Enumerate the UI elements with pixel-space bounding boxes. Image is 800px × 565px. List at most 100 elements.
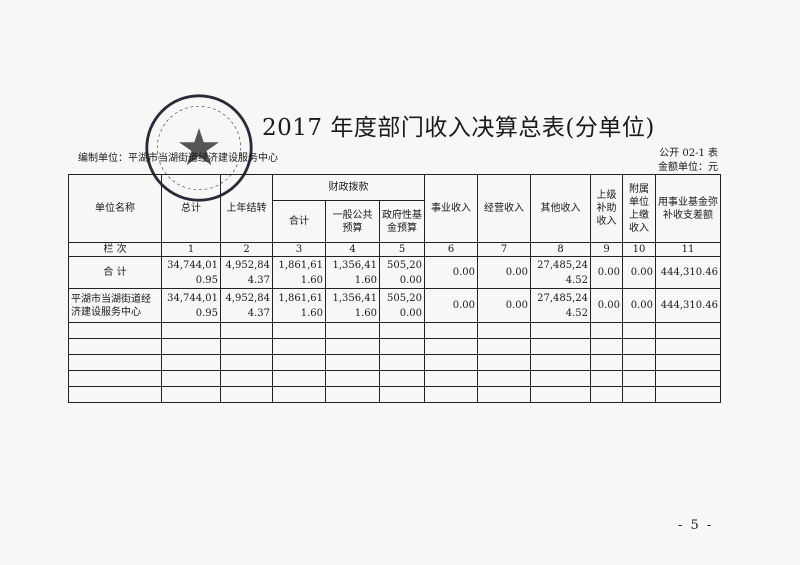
value-cell: 1,356,411.60 [325,288,380,323]
header-total: 总计 [161,174,221,243]
value-cell: 444,310.46 [655,288,721,323]
value-cell: 0.00 [622,288,656,323]
empty-cell [655,370,721,387]
empty-cell [590,370,623,387]
index-cell: 2 [220,242,273,257]
empty-cell [220,370,273,387]
header-operating: 经营收入 [477,174,531,243]
empty-cell [161,386,221,403]
index-cell: 6 [424,242,478,257]
index-cell: 5 [379,242,425,257]
empty-cell [530,370,591,387]
empty-cell [655,386,721,403]
row-name: 合 计 [68,256,162,289]
empty-cell [325,386,380,403]
empty-cell [379,354,425,371]
value-cell: 0.00 [424,256,478,289]
row-name: 平湖市当湖街道经济建设服务中心 [68,288,162,323]
index-cell: 10 [622,242,656,257]
empty-cell [161,354,221,371]
empty-cell [379,386,425,403]
empty-cell [655,338,721,355]
empty-cell [530,354,591,371]
empty-cell [325,370,380,387]
empty-cell [220,386,273,403]
empty-cell [424,322,478,339]
header-gov-fund: 政府性基金预算 [379,200,425,243]
empty-cell [590,386,623,403]
value-cell: 1,861,611.60 [272,288,326,323]
empty-cell [272,322,326,339]
empty-cell [477,322,531,339]
value-cell: 0.00 [622,256,656,289]
empty-cell [379,322,425,339]
empty-cell [477,338,531,355]
form-code: 公开 02-1 表 [659,148,718,159]
empty-cell [655,322,721,339]
header-general-budget: 一般公共预算 [325,200,380,243]
empty-cell [424,386,478,403]
empty-cell [220,322,273,339]
empty-cell [68,338,162,355]
value-cell: 1,861,611.60 [272,256,326,289]
header-carryover: 上年结转 [220,174,273,243]
empty-cell [477,386,531,403]
empty-cell [379,338,425,355]
empty-cell [477,370,531,387]
index-cell: 3 [272,242,326,257]
empty-cell [530,386,591,403]
empty-cell [68,354,162,371]
empty-cell [161,370,221,387]
header-fiscal-total: 合计 [272,200,326,243]
value-cell: 444,310.46 [655,256,721,289]
empty-cell [622,386,656,403]
index-cell: 1 [161,242,221,257]
value-cell: 4,952,844.37 [220,288,273,323]
empty-cell [325,338,380,355]
header-fiscal: 财政拨款 [272,174,425,201]
empty-cell [379,370,425,387]
header-superior: 上级补助收入 [590,174,623,243]
empty-cell [622,338,656,355]
empty-cell [655,354,721,371]
empty-cell [424,338,478,355]
value-cell: 34,744,010.95 [161,256,221,289]
value-cell: 1,356,411.60 [325,256,380,289]
empty-cell [477,354,531,371]
header-business: 事业收入 [424,174,478,243]
empty-cell [530,338,591,355]
header-unit-name: 单位名称 [68,174,162,243]
compiler-unit: 编制单位：平湖市当湖街道经济建设服务中心 [78,153,278,164]
empty-cell [530,322,591,339]
empty-cell [68,322,162,339]
empty-cell [424,370,478,387]
empty-cell [161,322,221,339]
empty-cell [68,370,162,387]
page-number: - 5 - [678,518,714,533]
value-cell: 505,200.00 [379,288,425,323]
value-cell: 34,744,010.95 [161,288,221,323]
empty-cell [68,386,162,403]
empty-cell [272,338,326,355]
empty-cell [220,338,273,355]
empty-cell [622,354,656,371]
empty-cell [220,354,273,371]
empty-cell [622,322,656,339]
value-cell: 27,485,244.52 [530,256,591,289]
empty-cell [325,322,380,339]
empty-cell [590,338,623,355]
empty-cell [272,354,326,371]
value-cell: 4,952,844.37 [220,256,273,289]
index-cell: 11 [655,242,721,257]
value-cell: 0.00 [424,288,478,323]
empty-cell [272,386,326,403]
page-title: 2017 年度部门收入决算总表(分单位) [262,115,655,141]
index-cell: 7 [477,242,531,257]
header-other: 其他收入 [530,174,591,243]
index-label: 栏 次 [68,242,162,257]
money-unit: 金额单位：元 [658,162,718,173]
empty-cell [590,354,623,371]
value-cell: 505,200.00 [379,256,425,289]
empty-cell [590,322,623,339]
header-affiliated: 附属单位上缴收入 [622,174,656,243]
